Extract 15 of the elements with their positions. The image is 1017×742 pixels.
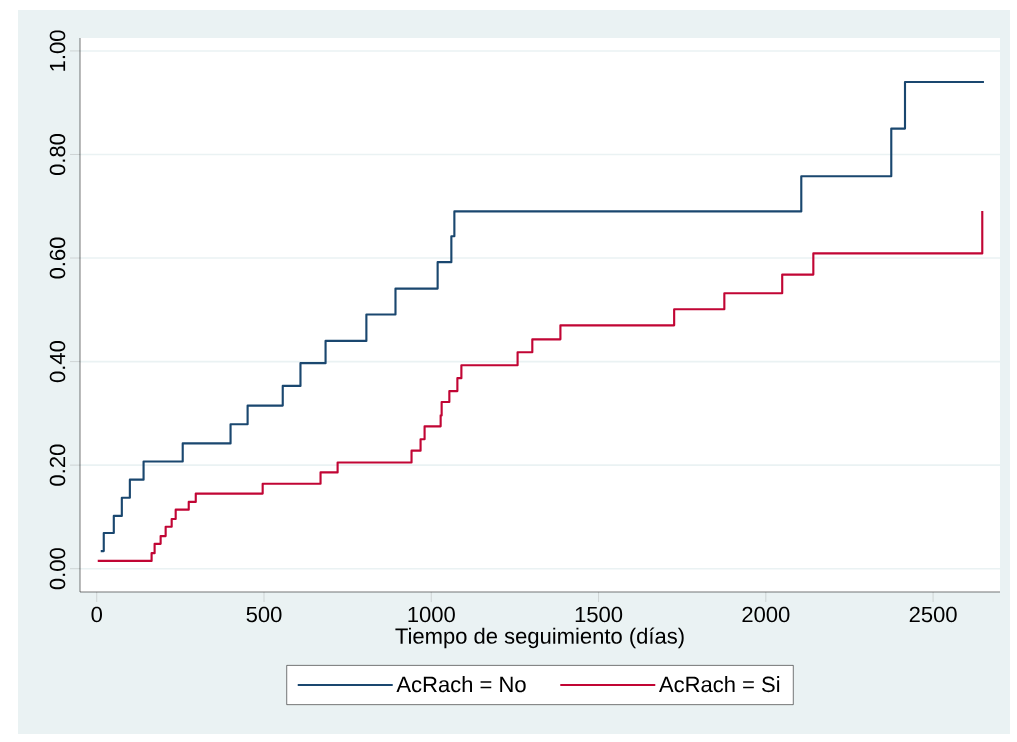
y-tick-label: 1.00: [49, 30, 66, 71]
y-tick-label: 0.40: [49, 341, 66, 383]
legend-label: AcRach = No: [396, 676, 526, 693]
y-tick-label: 0.00: [49, 548, 66, 590]
x-tick-label: 0: [91, 606, 102, 623]
x-tick-label: 2000: [742, 606, 790, 623]
x-tick-label: 1500: [575, 606, 623, 623]
legend-label: AcRach = Si: [658, 676, 780, 693]
x-tick-label: 500: [246, 606, 282, 623]
x-tick-label: 2500: [909, 606, 957, 623]
y-tick-label: 0.60: [49, 237, 66, 279]
x-tick-label: 1000: [408, 606, 455, 623]
y-tick-label: 0.20: [49, 444, 66, 486]
y-tick-label: 0.80: [49, 133, 66, 176]
x-axis-title: Tiempo de seguimiento (días): [395, 627, 684, 649]
